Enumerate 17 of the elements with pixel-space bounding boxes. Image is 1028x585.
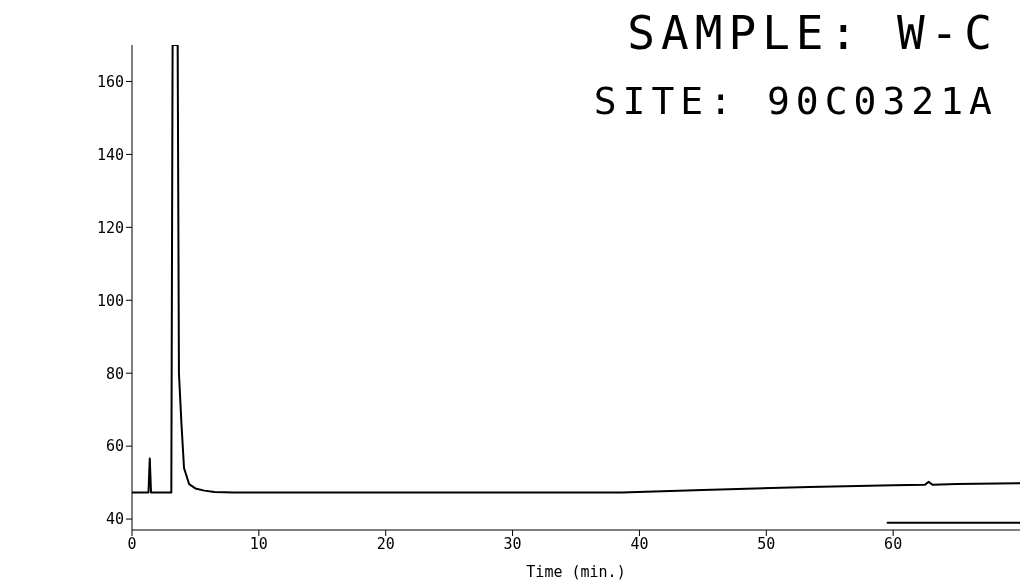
x-tick-label: 40 — [630, 534, 649, 553]
y-tick-label: 120 — [96, 218, 124, 237]
y-tick-label: 80 — [105, 364, 124, 383]
x-tick-label: 10 — [249, 534, 268, 553]
x-tick-label: 0 — [127, 534, 137, 553]
text: SITE: 90C0321A — [593, 79, 998, 123]
chart-title: SAMPLE: W-C — [627, 6, 998, 60]
y-tick-label: 60 — [105, 437, 124, 456]
y-tick-label: 160 — [96, 72, 124, 91]
y-tick-label: 100 — [96, 291, 124, 310]
x-tick-label: 30 — [503, 534, 522, 553]
y-tick-label: 140 — [96, 145, 124, 164]
x-tick-label: 20 — [376, 534, 395, 553]
y-tick-label: 40 — [105, 510, 124, 529]
x-tick-label: 50 — [757, 534, 776, 553]
x-axis-title: Time (min.) — [526, 563, 626, 581]
x-tick-label: 60 — [884, 534, 903, 553]
